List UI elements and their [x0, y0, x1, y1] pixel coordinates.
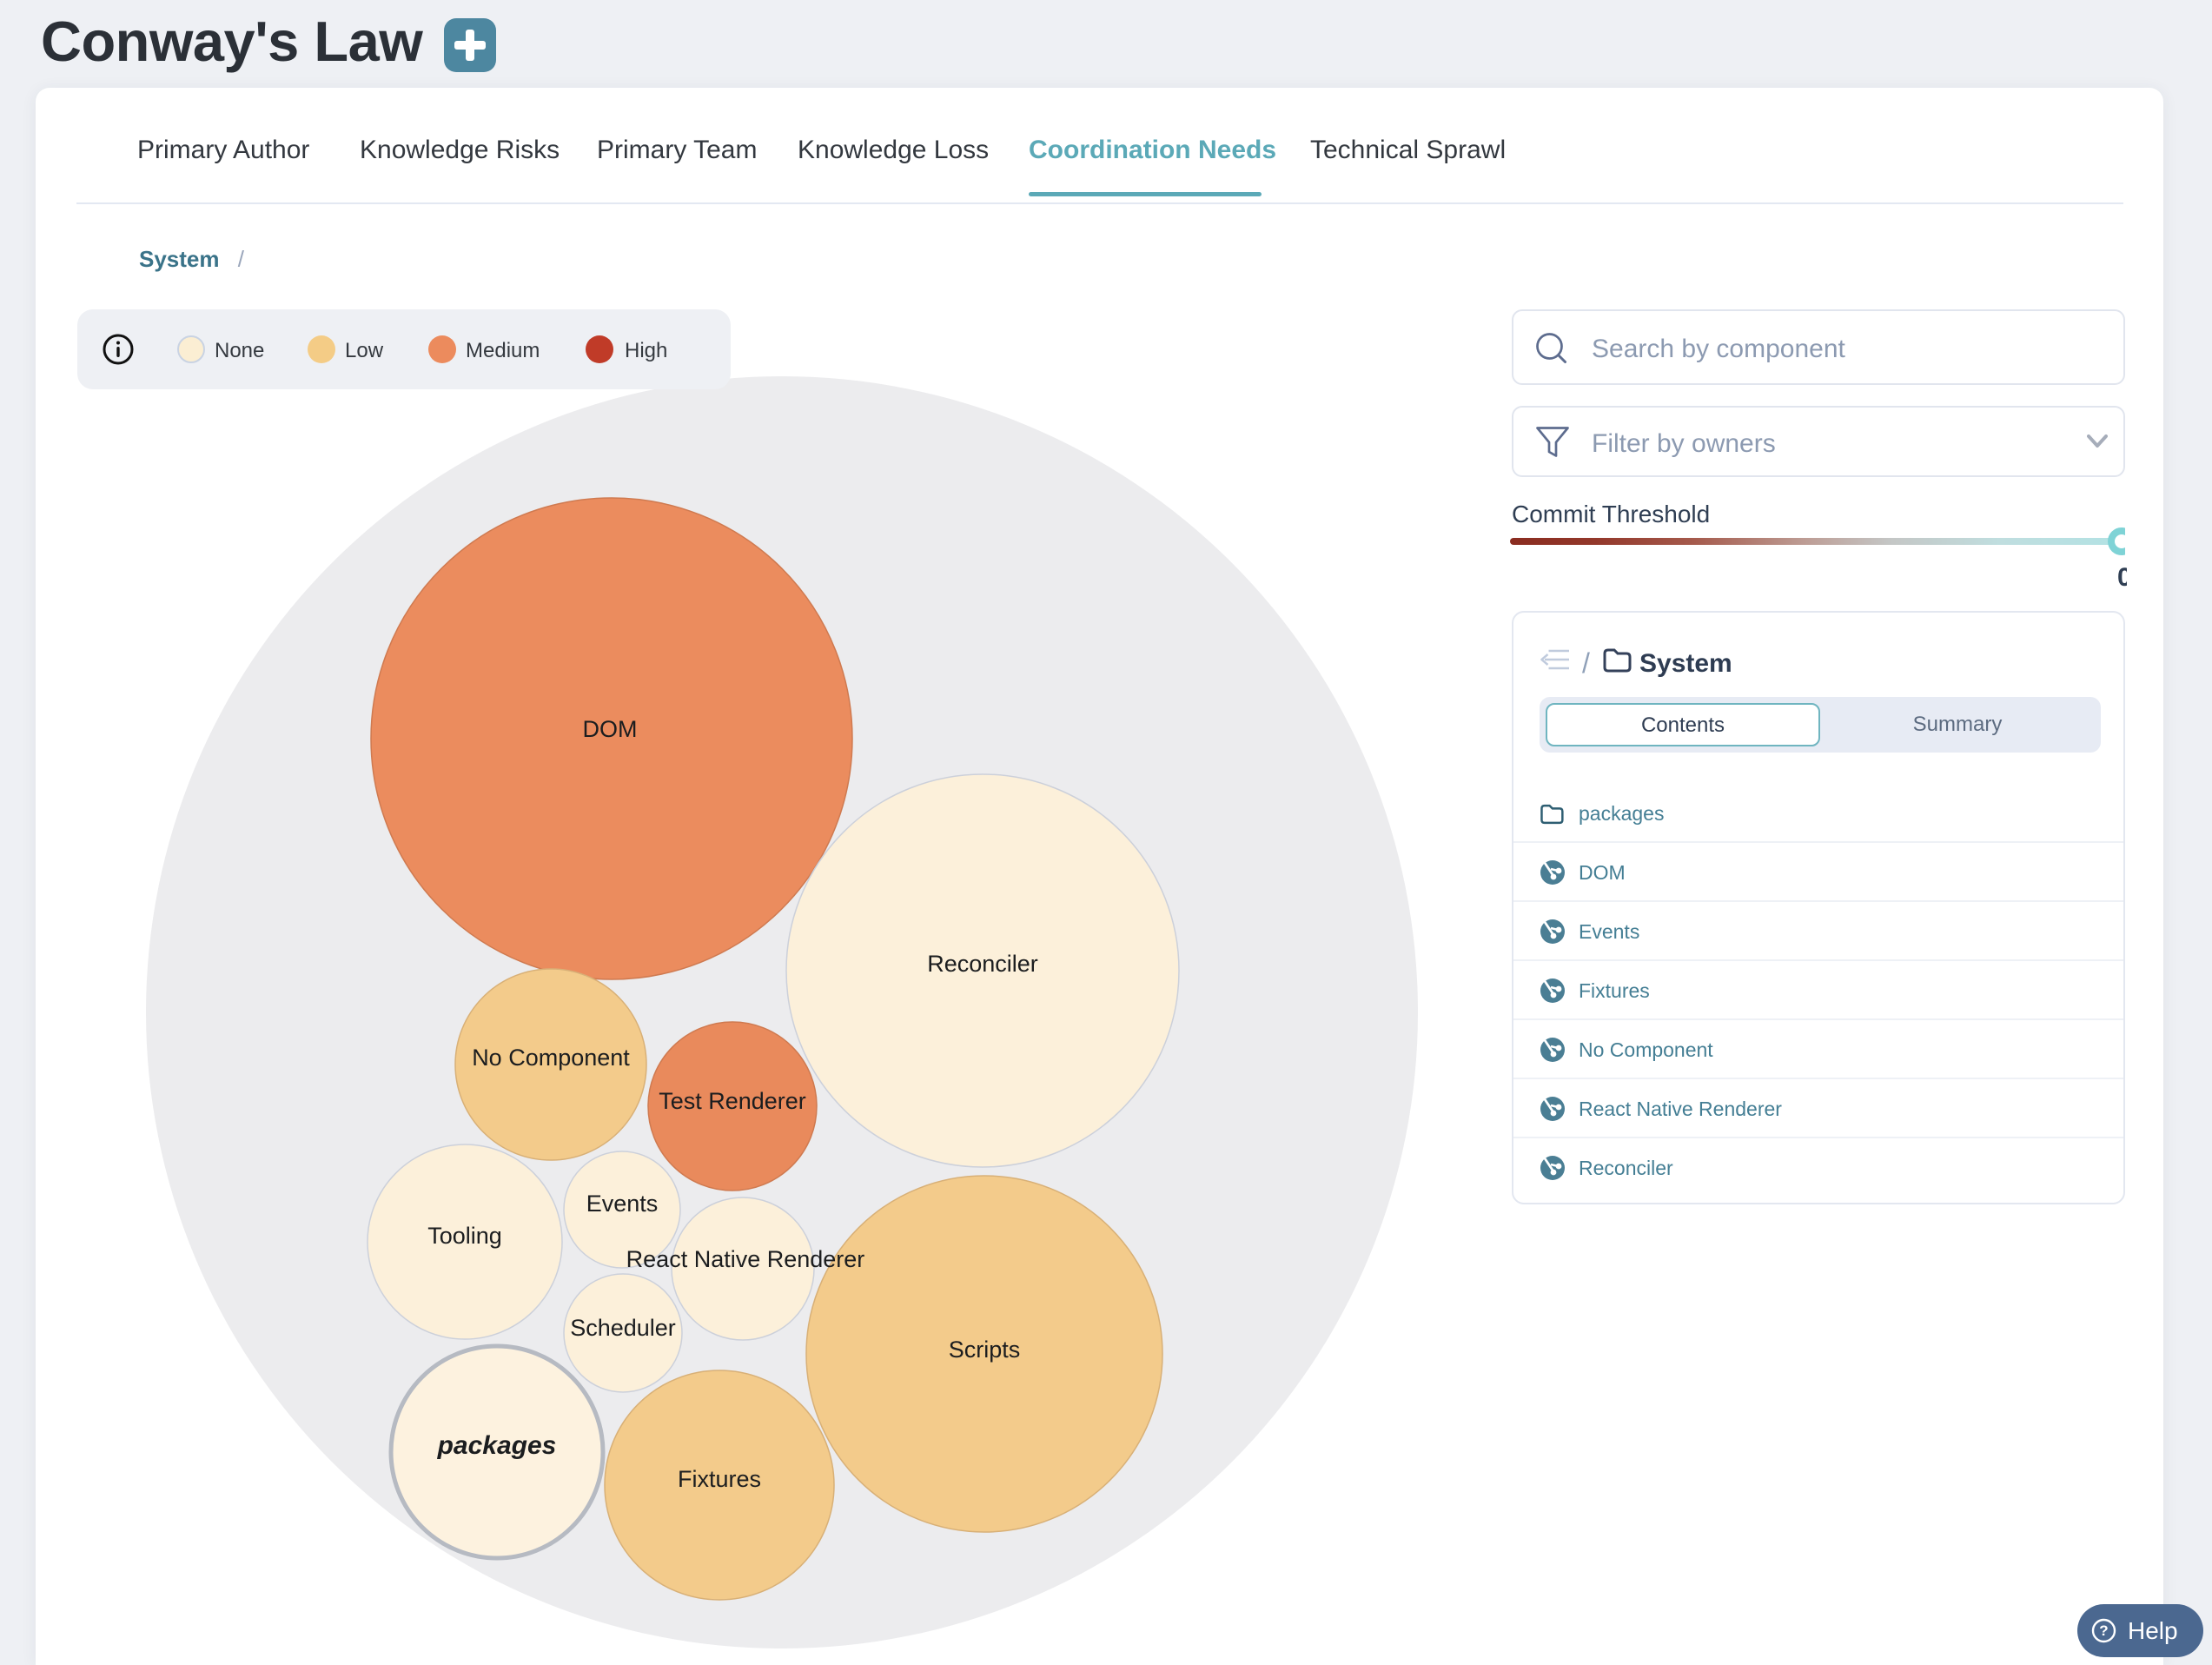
svg-text:Tooling: Tooling: [427, 1223, 502, 1249]
svg-text:Reconciler: Reconciler: [927, 951, 1038, 977]
svg-text:packages: packages: [437, 1431, 557, 1460]
svg-text:No Component: No Component: [472, 1045, 630, 1071]
svg-text:DOM: DOM: [583, 716, 638, 742]
svg-text:Test Renderer: Test Renderer: [659, 1088, 806, 1114]
svg-text:Fixtures: Fixtures: [678, 1466, 761, 1492]
svg-text:?: ?: [2099, 1622, 2108, 1639]
svg-text:Scheduler: Scheduler: [570, 1315, 676, 1341]
svg-text:Events: Events: [586, 1191, 659, 1217]
svg-text:React Native Renderer: React Native Renderer: [626, 1246, 865, 1272]
svg-text:Scripts: Scripts: [949, 1337, 1021, 1363]
